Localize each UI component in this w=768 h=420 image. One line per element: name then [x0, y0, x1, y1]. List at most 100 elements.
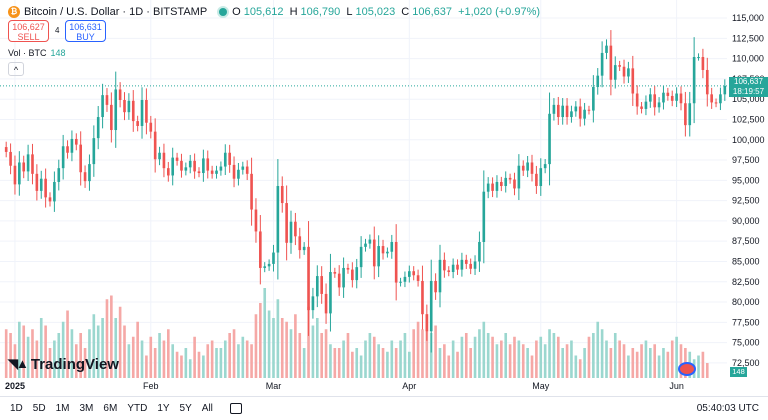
volume-bar — [381, 348, 385, 378]
candle — [578, 106, 582, 119]
candle — [92, 138, 96, 165]
candle — [587, 109, 591, 111]
volume-bar — [495, 344, 499, 378]
buy-price: 106,631 — [69, 22, 102, 32]
volume-bar — [697, 355, 700, 378]
volume-bar — [294, 314, 297, 378]
range-ytd[interactable]: YTD — [127, 403, 148, 414]
buy-button[interactable]: 106,631 BUY — [65, 20, 106, 42]
candle — [241, 166, 245, 170]
volume-bar — [491, 336, 494, 378]
volume-bar — [70, 329, 74, 378]
volume-legend-name: Vol · BTC — [8, 48, 47, 58]
candle — [123, 100, 126, 113]
volume-bar — [653, 344, 657, 378]
candle — [320, 276, 323, 294]
calendar-icon[interactable] — [229, 403, 242, 414]
volume-bar — [250, 344, 253, 378]
volume-bar — [245, 340, 249, 378]
range-1m[interactable]: 1M — [55, 403, 70, 414]
range-1d[interactable]: 1D — [10, 403, 23, 414]
volume-bar — [662, 348, 665, 378]
range-3m[interactable]: 3M — [79, 403, 94, 414]
candle — [381, 246, 385, 254]
collapse-legend-icon[interactable]: ^ — [8, 62, 24, 76]
candle — [394, 241, 398, 283]
candle — [180, 160, 183, 171]
tradingview-logo[interactable]: ◥▲ TradingView — [8, 355, 119, 373]
volume-bar — [4, 329, 8, 378]
candle — [500, 181, 503, 187]
candle — [193, 160, 196, 172]
sell-button[interactable]: 106,627 SELL — [8, 20, 49, 42]
candle — [386, 251, 389, 254]
close-value: 106,637 — [412, 6, 453, 18]
candle — [657, 102, 661, 108]
volume-bar — [311, 325, 315, 378]
volume-bar — [22, 325, 26, 378]
price-tick-label: 92,500 — [732, 196, 760, 206]
volume-bar — [206, 344, 210, 378]
volume-bar — [219, 348, 223, 378]
utc-clock[interactable]: 05:40:03 UTC — [696, 403, 759, 414]
volume-bar — [605, 340, 608, 378]
candle — [368, 239, 372, 244]
volume-bar — [193, 336, 196, 378]
range-6m[interactable]: 6M — [103, 403, 118, 414]
symbol-title[interactable]: Bitcoin / U.S. Dollar · 1D · BITSTAMP — [24, 6, 208, 18]
volume-bar — [337, 348, 341, 378]
price-tick-label: 100,000 — [732, 135, 765, 145]
volume-bar — [131, 336, 135, 378]
candle — [443, 259, 446, 271]
volume-bar — [460, 336, 464, 378]
range-5y[interactable]: 5Y — [179, 403, 192, 414]
candle — [127, 100, 131, 113]
volume-bar — [79, 333, 82, 378]
candle — [530, 162, 534, 174]
range-all[interactable]: All — [201, 403, 213, 414]
volume-bar — [88, 329, 91, 378]
candle — [53, 181, 56, 202]
volume-bar — [675, 336, 678, 378]
candle — [701, 57, 705, 70]
candle — [526, 162, 529, 171]
candle — [267, 263, 271, 267]
volume-bar — [39, 318, 43, 378]
volume-bar — [355, 348, 359, 378]
volume-bar — [421, 329, 424, 378]
us-flag-icon[interactable] — [678, 362, 696, 376]
price-tick-label: 105,000 — [732, 94, 765, 104]
volume-bar — [618, 340, 621, 378]
volume-bar — [215, 348, 218, 378]
candle — [110, 104, 113, 131]
candle — [662, 92, 665, 103]
candle — [158, 152, 161, 160]
volume-bar — [66, 310, 69, 378]
candle — [66, 146, 69, 153]
candle — [210, 170, 214, 174]
volume-bar — [9, 333, 12, 378]
change-value: +1,020 (+0.97%) — [458, 6, 541, 18]
volume-bar — [35, 340, 39, 378]
volume-bar — [640, 344, 643, 378]
volume-bar — [574, 355, 578, 378]
price-chart[interactable]: 115,000112,500110,000107,500105,000102,5… — [0, 0, 768, 396]
range-1y[interactable]: 1Y — [157, 403, 170, 414]
current-price-label: 106,637 18:19:57 — [729, 77, 768, 97]
volume-bar — [180, 355, 183, 378]
candle — [469, 263, 472, 269]
volume-bar — [394, 348, 398, 378]
candle — [57, 168, 61, 182]
candle — [592, 87, 595, 111]
candle — [96, 117, 100, 139]
candle — [276, 186, 280, 253]
volume-bar — [272, 318, 275, 378]
volume-bar — [202, 355, 205, 378]
range-5d[interactable]: 5D — [32, 403, 46, 414]
candle — [302, 246, 306, 251]
volume-bar — [556, 336, 560, 378]
candle — [495, 181, 499, 191]
volume-bar — [679, 344, 683, 378]
volume-legend[interactable]: Vol · BTC 148 — [8, 48, 66, 58]
candle — [605, 45, 608, 53]
